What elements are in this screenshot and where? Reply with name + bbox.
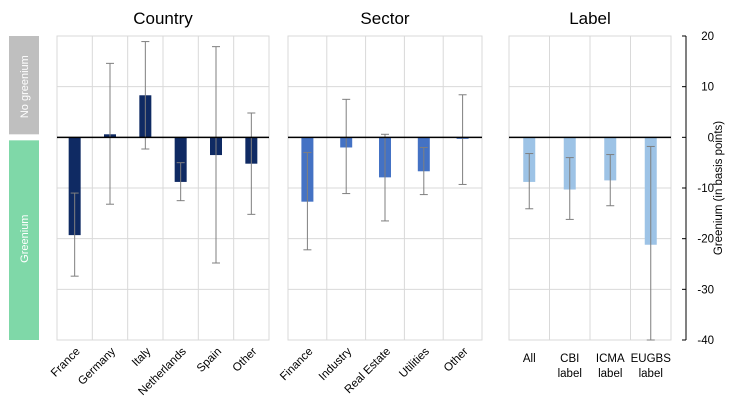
category-label: Utilities (397, 345, 432, 380)
category-label: EUGBS label (631, 353, 672, 380)
band-no-greenium (9, 36, 39, 135)
panel-title: Sector (360, 9, 409, 28)
y-tick-label: -40 (697, 335, 714, 347)
band-label: Greenium (19, 215, 31, 263)
y-tick-label: 0 (708, 132, 714, 144)
band-layer: No greenium Greenium (9, 36, 39, 340)
category-label: France (49, 346, 83, 380)
category-label: All (523, 353, 536, 365)
panel-title: Label (569, 9, 611, 28)
y-axis: 20 10 0 -10 -20 -30 -40 Greenium (in basis poin… (682, 31, 725, 347)
band-greenium (9, 140, 39, 340)
bar (68, 137, 81, 236)
category-label: Industry (317, 345, 355, 383)
y-tick-label: -10 (697, 183, 714, 195)
category-label: Spain (195, 346, 224, 375)
y-tick-label: -20 (697, 234, 714, 246)
panel-title: Country (133, 9, 193, 28)
category-label: Other (231, 346, 260, 375)
category-label: Germany (76, 345, 118, 387)
y-tick-label: -30 (697, 284, 714, 296)
category-label: Finance (278, 346, 315, 383)
category-label: Other (442, 346, 471, 375)
band-label: No greenium (19, 55, 31, 118)
category-label: CBI label (558, 353, 582, 380)
y-axis-label: Greenium (in basis points) (713, 121, 725, 255)
bar (174, 137, 187, 182)
category-label: Italy (130, 345, 154, 369)
y-tick-label: 20 (701, 31, 714, 43)
y-tick-label: 10 (701, 82, 714, 94)
category-label: ICMA label (596, 353, 625, 380)
